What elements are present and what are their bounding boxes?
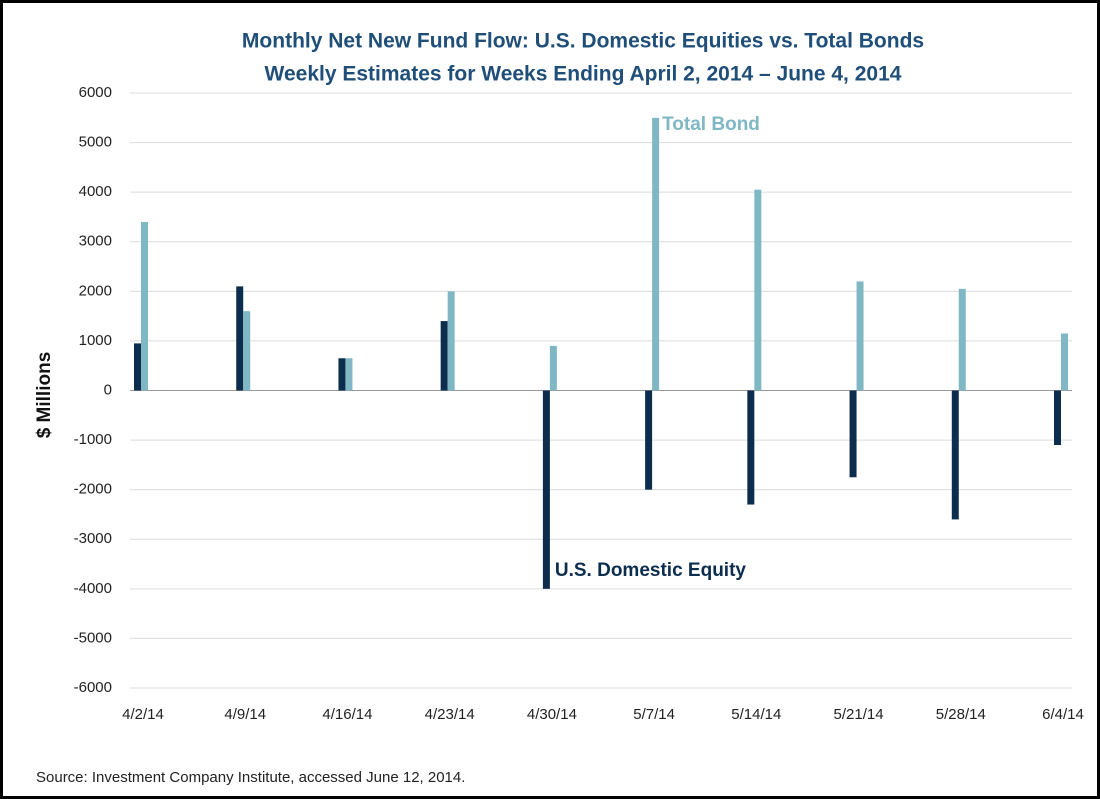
x-tick-label: 4/2/14 (122, 706, 164, 723)
y-tick-label: -2000 (74, 481, 112, 498)
y-tick-label: 5000 (79, 134, 112, 151)
x-tick-label: 4/23/14 (425, 706, 475, 723)
y-tick-label: 3000 (79, 233, 112, 250)
y-tick-label: 1000 (79, 332, 112, 349)
y-tick-label: -4000 (74, 580, 112, 597)
y-tick-label: -3000 (74, 530, 112, 547)
bar (338, 358, 346, 391)
bar (447, 291, 455, 391)
y-axis-label: $ Millions (34, 352, 55, 439)
bar (1054, 390, 1061, 446)
x-tick-label: 5/7/14 (633, 706, 675, 723)
bar (141, 221, 148, 391)
chart-title: Monthly Net New Fund Flow: U.S. Domestic… (242, 30, 924, 53)
bar (243, 311, 251, 391)
bar (134, 343, 141, 391)
y-tick-label: -6000 (74, 679, 112, 696)
series-label: Total Bond (662, 114, 760, 135)
x-tick-label: 5/28/14 (936, 706, 986, 723)
bar (652, 117, 660, 391)
bar (849, 390, 857, 478)
y-tick-label: 0 (104, 381, 112, 398)
x-tick-label: 4/30/14 (527, 706, 577, 723)
y-tick-label: -1000 (74, 431, 112, 448)
y-tick-label: 4000 (79, 183, 112, 200)
x-tick-label: 4/16/14 (322, 706, 372, 723)
bar (549, 345, 557, 391)
bar (1061, 333, 1068, 391)
bar (645, 390, 653, 490)
bar (542, 390, 550, 589)
bar (747, 390, 755, 505)
bar (958, 288, 966, 391)
chart-subtitle: Weekly Estimates for Weeks Ending April … (265, 63, 902, 86)
x-tick-label: 5/14/14 (731, 706, 781, 723)
x-tick-label: 4/9/14 (224, 706, 266, 723)
y-tick-label: 6000 (79, 84, 112, 101)
x-tick-label: 5/21/14 (834, 706, 884, 723)
x-tick-label: 6/4/14 (1042, 706, 1084, 723)
source-note: Source: Investment Company Institute, ac… (36, 769, 465, 786)
bar (754, 189, 762, 391)
y-tick-label: -5000 (74, 629, 112, 646)
y-tick-label: 2000 (79, 282, 112, 299)
bar (856, 281, 864, 391)
bar (236, 286, 244, 391)
bar (345, 358, 353, 391)
series-label: U.S. Domestic Equity (555, 560, 747, 581)
bar (440, 321, 448, 391)
bar (951, 390, 959, 520)
